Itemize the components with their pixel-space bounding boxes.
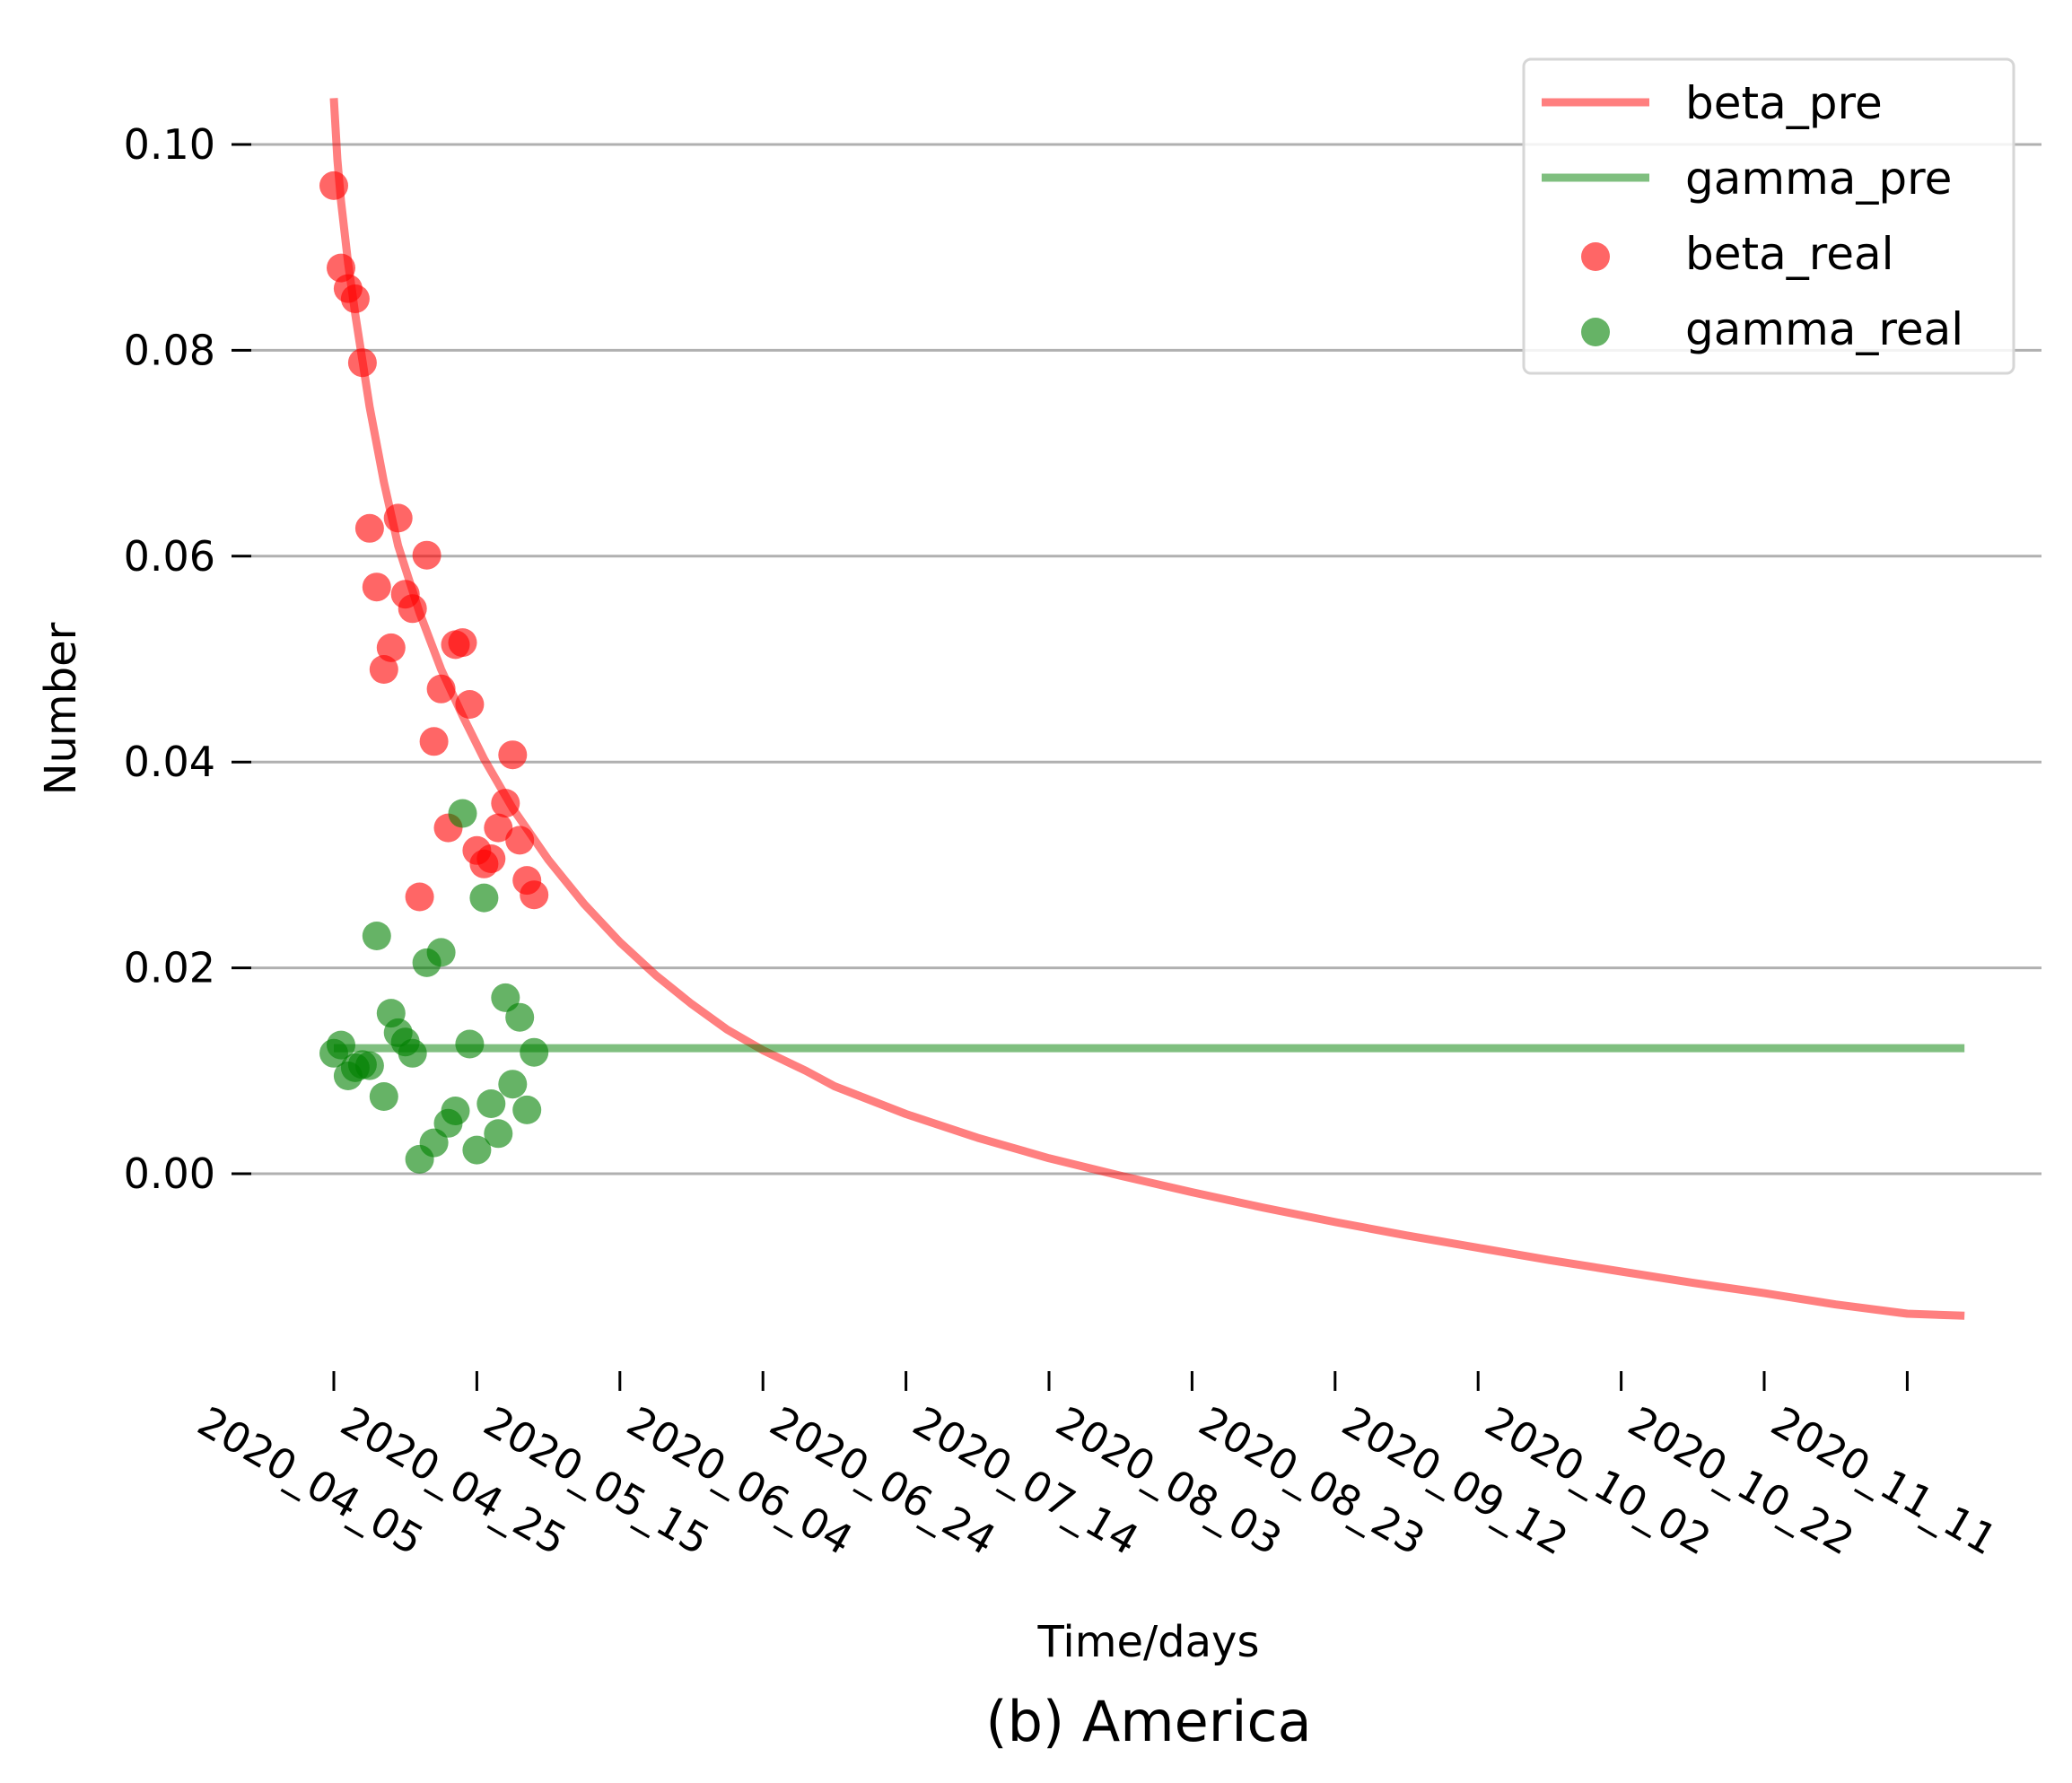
data-point xyxy=(469,883,499,913)
data-point xyxy=(498,740,528,770)
y-tick-label: 0.08 xyxy=(124,326,215,374)
data-point xyxy=(448,799,477,828)
data-point xyxy=(347,348,377,378)
y-tick-label: 0.06 xyxy=(124,532,215,581)
data-point xyxy=(505,1002,535,1032)
data-point xyxy=(498,1070,528,1099)
data-point xyxy=(362,922,391,950)
data-point xyxy=(354,1051,384,1080)
data-point xyxy=(362,572,391,602)
legend-item-beta-real: beta_real xyxy=(1581,228,1894,280)
data-point xyxy=(398,1038,427,1068)
legend-item-beta-pre: beta_pre xyxy=(1542,77,1883,129)
data-point xyxy=(455,690,485,719)
data-point xyxy=(383,503,413,533)
data-point xyxy=(491,789,520,818)
data-point xyxy=(520,1037,549,1067)
legend-marker-swatch xyxy=(1581,318,1610,346)
x-axis-label: Time/days xyxy=(1037,1617,1260,1667)
plot-area xyxy=(319,98,1965,1320)
data-point xyxy=(369,1082,398,1111)
data-point xyxy=(412,540,442,570)
legend: beta_pre gamma_pre beta_real gamma_real xyxy=(1522,57,2015,375)
data-point xyxy=(376,633,406,662)
data-point xyxy=(441,1097,470,1125)
x-axis: 2020_04_052020_04_252020_05_152020_06_04… xyxy=(190,1371,2006,1565)
data-point xyxy=(327,1030,355,1060)
data-point xyxy=(520,880,549,910)
legend-marker-swatch xyxy=(1581,242,1610,271)
legend-box xyxy=(1522,57,2015,375)
data-point xyxy=(476,1089,506,1118)
data-point xyxy=(448,628,477,658)
data-point xyxy=(405,882,434,912)
data-point xyxy=(354,513,384,543)
figure-caption: (b) America xyxy=(985,1689,1311,1754)
data-point xyxy=(398,594,427,624)
data-point xyxy=(369,655,398,684)
data-point xyxy=(426,674,456,704)
y-axis-label: Number xyxy=(36,622,86,795)
legend-item-gamma-real: gamma_real xyxy=(1581,303,1963,355)
data-point xyxy=(484,1119,513,1149)
data-point xyxy=(419,727,449,756)
data-point xyxy=(426,938,456,967)
y-axis: 0.00 0.02 0.04 0.06 0.08 0.10 xyxy=(124,120,251,1198)
legend-item-gamma-pre: gamma_pre xyxy=(1542,153,1952,205)
data-point xyxy=(512,1095,542,1124)
legend-label: gamma_real xyxy=(1685,303,1963,355)
series-line-beta-pre xyxy=(329,98,1965,1320)
data-point xyxy=(505,826,535,855)
data-point xyxy=(455,1029,485,1059)
data-point xyxy=(476,844,506,873)
gridlines xyxy=(251,143,2041,1176)
series-scatter-beta-real xyxy=(319,170,549,912)
legend-label: gamma_pre xyxy=(1685,153,1952,205)
y-tick-label: 0.00 xyxy=(124,1149,215,1198)
series-scatter-gamma-real xyxy=(319,799,549,1174)
data-point xyxy=(340,284,370,313)
legend-label: beta_real xyxy=(1685,228,1894,280)
data-point xyxy=(462,1135,492,1165)
data-point xyxy=(484,813,513,843)
y-tick-label: 0.10 xyxy=(124,120,215,169)
data-point xyxy=(319,170,348,200)
legend-label: beta_pre xyxy=(1685,77,1883,129)
y-tick-label: 0.02 xyxy=(124,944,215,992)
y-tick-label: 0.04 xyxy=(124,738,215,786)
